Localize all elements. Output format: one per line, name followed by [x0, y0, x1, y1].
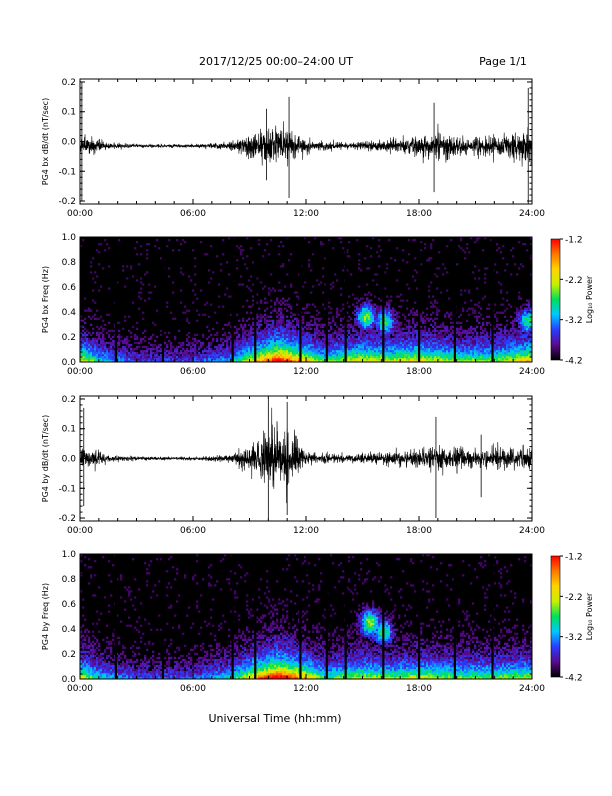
data-gap-2 — [162, 237, 164, 362]
x-tick-label-2: 06:00 — [180, 526, 206, 536]
x-tick-label-3: 12:00 — [293, 367, 319, 377]
x-tick-label-1: 00:00 — [67, 209, 93, 219]
y-tick-label-1: 0.0 — [62, 675, 77, 685]
x-tick-label-3: 12:00 — [293, 209, 319, 219]
data-gap-1 — [115, 554, 117, 679]
x-tick-label-2: 06:00 — [180, 367, 206, 377]
colorbar-tick-label-1: -1.2 — [565, 553, 583, 563]
colorbar-tick-label-2: -2.2 — [565, 276, 583, 286]
colorbar-tick-label-2: -2.2 — [565, 593, 583, 603]
y-tick-label-2: -0.1 — [58, 484, 76, 494]
y-tick-label-3: 0.4 — [62, 625, 77, 635]
y-tick-label-4: 0.1 — [62, 108, 76, 118]
signal-trace — [80, 408, 532, 503]
x-tick-label-3: 12:00 — [293, 526, 319, 536]
y-tick-label-2: 0.2 — [62, 650, 76, 660]
y-axis-label: PG4 by dB/dt (nT/sec) — [41, 415, 50, 502]
y-tick-label-5: 0.8 — [62, 575, 77, 585]
y-tick-label-1: 0.0 — [62, 358, 77, 368]
data-gap-3 — [232, 237, 234, 362]
y-tick-label-1: -0.2 — [58, 197, 76, 207]
data-gap-8 — [382, 237, 384, 362]
colorbar — [551, 239, 560, 360]
page-number: Page 1/1 — [479, 55, 527, 68]
data-gap-2 — [162, 554, 164, 679]
x-tick-label-3: 12:00 — [293, 684, 319, 694]
data-gap-8 — [382, 554, 384, 679]
x-tick-label-5: 24:00 — [519, 684, 545, 694]
x-tick-label-5: 24:00 — [519, 209, 545, 219]
data-gap-1 — [115, 237, 117, 362]
y-axis-label: PG4 by Freq (Hz) — [41, 583, 50, 650]
data-gap-11 — [491, 554, 493, 679]
x-tick-label-5: 24:00 — [519, 526, 545, 536]
data-gap-10 — [454, 554, 456, 679]
y-tick-label-1: -0.2 — [58, 514, 76, 524]
x-tick-label-4: 18:00 — [406, 209, 432, 219]
data-gap-4 — [254, 554, 256, 679]
x-tick-label-1: 00:00 — [67, 684, 93, 694]
x-tick-label-4: 18:00 — [406, 526, 432, 536]
colorbar-label: Log₁₀ Power — [585, 592, 594, 640]
y-tick-label-4: 0.6 — [62, 600, 77, 610]
colorbar-label: Log₁₀ Power — [585, 275, 594, 323]
data-gap-9 — [418, 554, 420, 679]
x-tick-label-1: 00:00 — [67, 526, 93, 536]
data-gap-10 — [454, 237, 456, 362]
data-gap-5 — [299, 554, 301, 679]
data-gap-5 — [299, 237, 301, 362]
signal-trace — [80, 121, 532, 166]
colorbar-tick-label-4: -4.2 — [565, 674, 583, 684]
colorbar-tick-label-3: -3.2 — [565, 633, 583, 643]
colorbar-tick-label-3: -3.2 — [565, 316, 583, 326]
data-gap-7 — [345, 554, 347, 679]
data-gap-7 — [345, 237, 347, 362]
data-gap-3 — [232, 554, 234, 679]
x-tick-label-4: 18:00 — [406, 684, 432, 694]
y-tick-label-6: 1.0 — [62, 233, 77, 243]
y-tick-label-3: 0.0 — [62, 455, 77, 465]
y-tick-label-3: 0.0 — [62, 138, 77, 148]
x-tick-label-5: 24:00 — [519, 367, 545, 377]
colorbar-tick-label-4: -4.2 — [565, 357, 583, 367]
y-tick-label-5: 0.2 — [62, 395, 76, 405]
data-gap-6 — [326, 237, 328, 362]
y-tick-label-5: 0.8 — [62, 258, 77, 268]
y-tick-label-5: 0.2 — [62, 78, 76, 88]
colorbar-tick-label-1: -1.2 — [565, 236, 583, 246]
page-title: 2017/12/25 00:00–24:00 UT — [199, 55, 353, 68]
plot-frame — [80, 79, 532, 204]
y-tick-label-3: 0.4 — [62, 308, 77, 318]
x-tick-label-1: 00:00 — [67, 367, 93, 377]
data-gap-6 — [326, 554, 328, 679]
y-axis-label: PG4 bx dB/dt (nT/sec) — [41, 98, 50, 185]
x-tick-label-2: 06:00 — [180, 209, 206, 219]
y-axis-label: PG4 bx Freq (Hz) — [41, 266, 50, 333]
panel-3: 00:00 06:00 12:00 18:00 24:00 -0.2 -0.1 0.0 0.1 0… — [41, 395, 545, 536]
x-axis-label: Universal Time (hh:mm) — [209, 712, 342, 725]
x-tick-label-4: 18:00 — [406, 367, 432, 377]
y-tick-label-4: 0.6 — [62, 283, 77, 293]
panel-4: -1.2 -2.2 -3.2 -4.2 Log₁₀ Power 00:00 06:00 12:… — [41, 550, 594, 694]
x-tick-label-2: 06:00 — [180, 684, 206, 694]
y-tick-label-2: -0.1 — [58, 167, 76, 177]
y-tick-label-4: 0.1 — [62, 425, 76, 435]
y-tick-label-2: 0.2 — [62, 333, 76, 343]
data-gap-4 — [254, 237, 256, 362]
data-gap-9 — [418, 237, 420, 362]
colorbar — [551, 556, 560, 677]
panel-1: 00:00 06:00 12:00 18:00 24:00 -0.2 -0.1 0.0 0.1 0… — [41, 78, 545, 219]
panel-2: -1.2 -2.2 -3.2 -4.2 Log₁₀ Power 00:00 06:00 12:… — [41, 233, 594, 377]
y-tick-label-6: 1.0 — [62, 550, 77, 560]
data-gap-11 — [491, 237, 493, 362]
